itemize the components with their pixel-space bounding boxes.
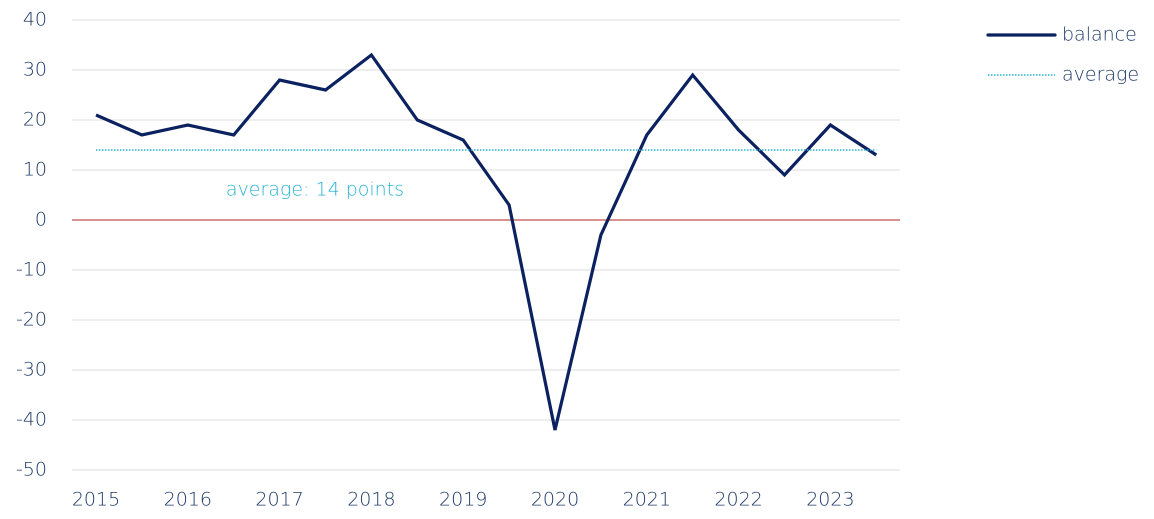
y-tick-label: 0 [35, 209, 47, 231]
legend-label: average [1062, 64, 1139, 86]
y-tick-label: 20 [23, 109, 47, 131]
legend-label: balance [1062, 24, 1137, 46]
x-tick-label: 2023 [806, 489, 854, 511]
x-tick-label: 2016 [164, 489, 212, 511]
series-line [95, 52, 878, 431]
x-tick-label: 2019 [439, 489, 487, 511]
y-tick-label: 40 [23, 9, 47, 31]
x-tick-label: 2020 [531, 489, 579, 511]
y-tick-label: 30 [23, 59, 47, 81]
y-tick-label: -50 [16, 459, 47, 481]
y-tick-label: -40 [16, 409, 47, 431]
x-tick-label: 2022 [714, 489, 762, 511]
annotation: average: 14 points [226, 179, 404, 201]
y-tick-label: -30 [16, 359, 47, 381]
y-tick-label: -20 [16, 309, 47, 331]
y-tick-label: -10 [16, 259, 47, 281]
x-tick-label: 2021 [623, 489, 671, 511]
x-tick-label: 2018 [347, 489, 395, 511]
x-tick-label: 2017 [255, 489, 303, 511]
x-tick-label: 2015 [72, 489, 120, 511]
y-tick-label: 10 [23, 159, 47, 181]
